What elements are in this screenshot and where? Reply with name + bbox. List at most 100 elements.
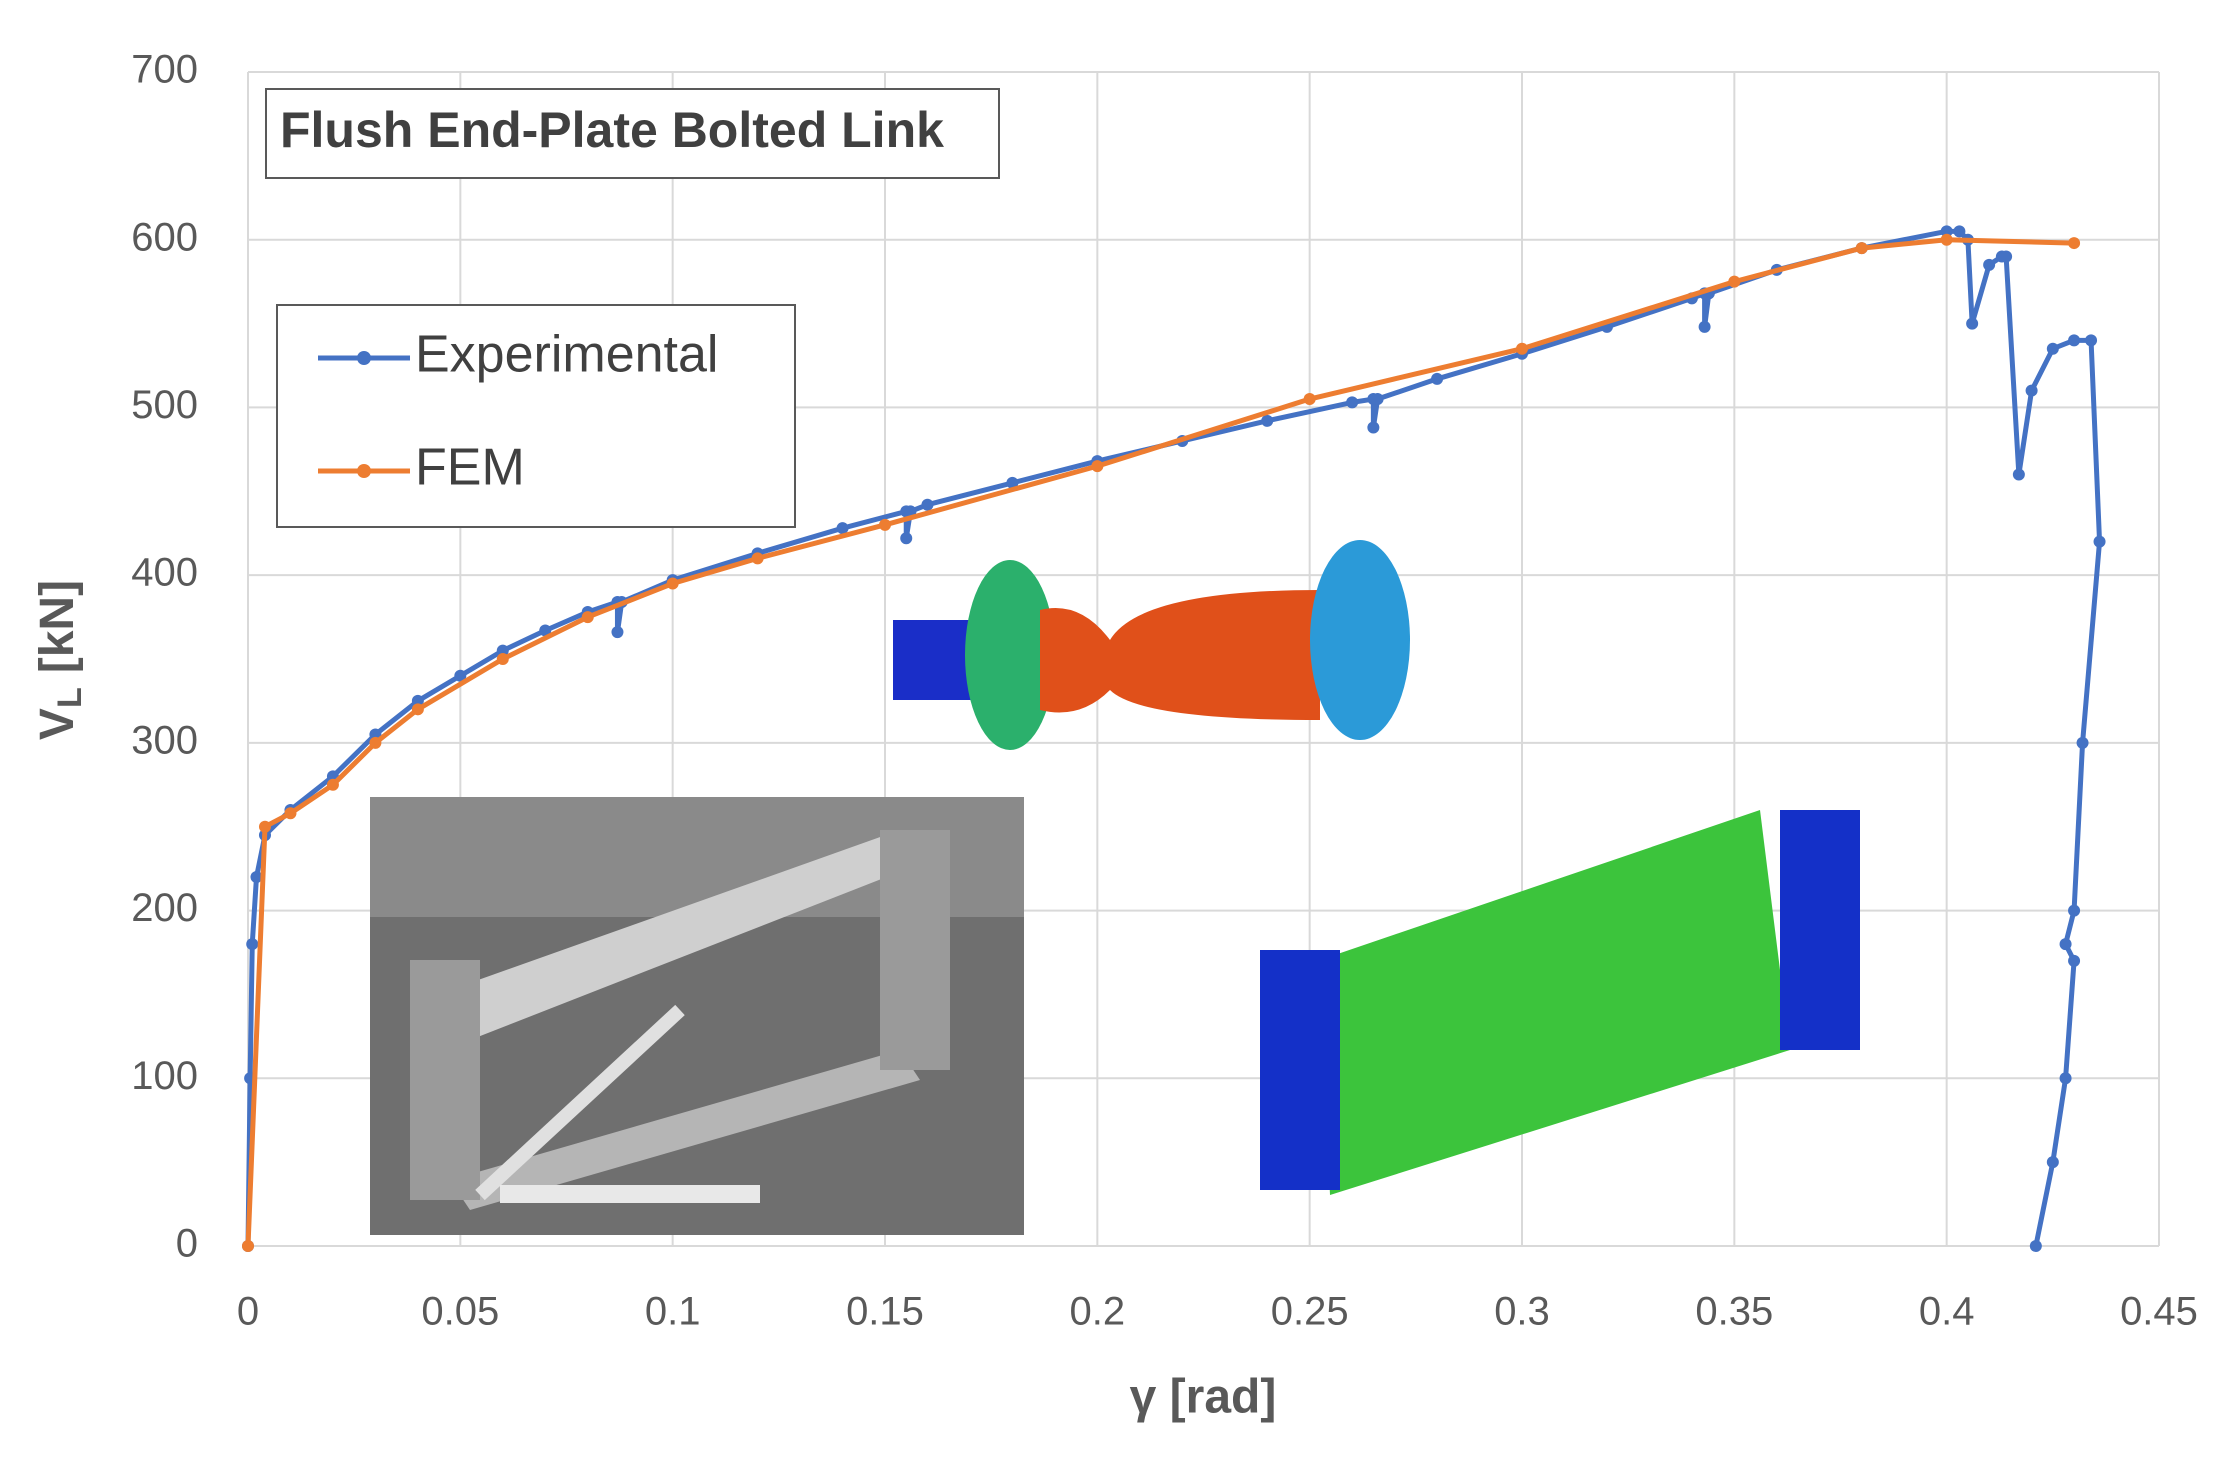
series-point — [2046, 342, 2059, 355]
series-point — [2029, 1240, 2042, 1252]
series-point — [1006, 476, 1019, 489]
series-point — [1261, 414, 1274, 427]
series-point — [411, 703, 424, 716]
series-point — [2085, 334, 2098, 347]
series-point — [2025, 384, 2038, 397]
series-point — [250, 871, 263, 884]
x-tick-label: 0.15 — [846, 1290, 924, 1334]
series-point — [2000, 250, 2013, 263]
series-point — [836, 522, 849, 535]
series-point — [921, 498, 934, 511]
y-tick-label: 400 — [131, 551, 198, 595]
y-tick-label: 500 — [131, 383, 198, 427]
fem-link-plate — [1780, 810, 1860, 1050]
series-point — [1940, 233, 1953, 246]
series-point — [1346, 396, 1359, 409]
x-axis-title: γ [rad] — [1130, 1371, 1277, 1424]
legend-label: Experimental — [415, 326, 718, 384]
series-point — [751, 552, 764, 565]
x-tick-label: 0.2 — [1070, 1290, 1126, 1334]
grid: 0 100 200 300 400 500 600 700 0 0.05 0.1 0.15 0.2 0.2… — [131, 48, 2198, 1334]
fem-link-web — [1320, 810, 1790, 1195]
series-point — [496, 644, 509, 657]
legend-box — [276, 304, 796, 528]
series-point — [1698, 320, 1711, 333]
y-tick-label: 0 — [176, 1222, 198, 1266]
series-point — [2012, 468, 2025, 481]
y-axis-title: VL [kN] — [31, 580, 89, 740]
series-point — [242, 1240, 254, 1252]
fem-bolt-plate — [965, 560, 1055, 750]
series-point — [284, 807, 297, 820]
y-tick-label: 700 — [131, 48, 198, 92]
x-tick-label: 0.25 — [1271, 1290, 1349, 1334]
series-point — [666, 577, 679, 590]
series-point — [369, 736, 382, 749]
x-tick-label: 0.1 — [645, 1290, 701, 1334]
photo-beam — [450, 1050, 920, 1210]
fem-bolt-inset — [893, 540, 1410, 750]
series-point — [2059, 1072, 2072, 1085]
series-point — [1091, 460, 1104, 473]
fem-bolt-plate — [1310, 540, 1410, 740]
plot — [242, 225, 2106, 1252]
chart-title: Flush End-Plate Bolted Link — [280, 102, 944, 158]
photo-beam — [450, 830, 930, 1040]
y-tick-label: 200 — [131, 886, 198, 930]
x-tick-label: 0.45 — [2120, 1290, 2198, 1334]
y-tick-label: 100 — [131, 1054, 198, 1098]
x-tick-label: 0 — [237, 1290, 259, 1334]
photo-ruler — [500, 1185, 760, 1203]
series-point — [454, 669, 467, 682]
series-point — [246, 938, 259, 951]
series-point — [2046, 1156, 2059, 1169]
y-axis-title-subscript: L — [51, 687, 89, 708]
photo-inset — [370, 797, 1024, 1235]
y-tick-label: 600 — [131, 215, 198, 259]
series-point — [258, 820, 271, 833]
series-point — [1516, 342, 1528, 355]
series-point — [1303, 393, 1316, 406]
series-point — [2068, 904, 2081, 917]
series-point — [1983, 258, 1996, 271]
legend-marker — [357, 351, 371, 365]
x-tick-label: 0.05 — [421, 1290, 499, 1334]
series-point — [1855, 242, 1868, 255]
fem-link-plate — [1260, 950, 1340, 1190]
series-point — [581, 611, 594, 624]
series-point — [539, 624, 552, 637]
y-axis-title-main: V — [31, 708, 84, 740]
fem-bolt-shank — [1040, 590, 1320, 720]
x-tick-label: 0.35 — [1695, 1290, 1773, 1334]
photo-plate — [880, 830, 950, 1070]
series-point — [2068, 334, 2081, 347]
series-point — [1953, 225, 1966, 238]
series-point — [1966, 317, 1979, 330]
x-tick-label: 0.3 — [1494, 1290, 1550, 1334]
series-point — [2076, 736, 2089, 749]
series-point — [1371, 393, 1384, 406]
series-point — [326, 778, 339, 791]
y-tick-label: 300 — [131, 718, 198, 762]
series-point — [879, 518, 891, 531]
series-point — [1431, 372, 1444, 385]
fem-link-inset — [1260, 810, 1860, 1195]
series-point — [496, 653, 509, 665]
title-box — [265, 88, 1000, 179]
legend-label: FEM — [415, 439, 525, 497]
y-axis-title-unit: [kN] — [31, 580, 84, 673]
series-point — [1367, 421, 1380, 434]
legend-marker — [357, 464, 371, 478]
series-point — [2093, 535, 2106, 548]
series-point — [900, 532, 913, 545]
x-tick-label: 0.4 — [1919, 1290, 1975, 1334]
series-point — [2059, 938, 2072, 951]
series-point — [1940, 225, 1953, 238]
series-point — [2068, 237, 2081, 250]
series-point — [411, 694, 424, 707]
series-point — [1728, 275, 1741, 288]
series-point — [2068, 954, 2081, 967]
series-line — [245, 237, 2075, 1247]
photo-rod — [475, 1004, 685, 1201]
